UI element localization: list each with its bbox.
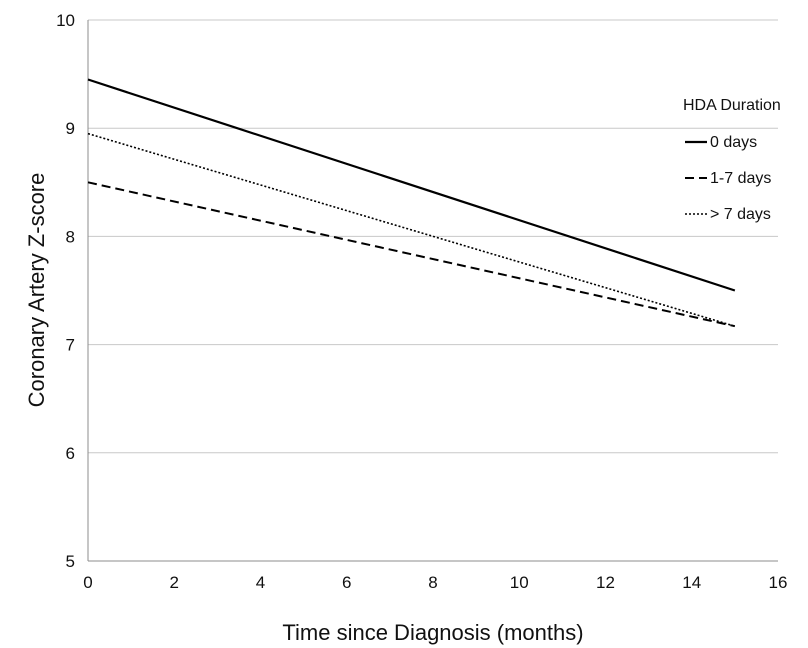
y-tick-label: 7 <box>66 336 75 355</box>
legend-label: 0 days <box>710 134 757 151</box>
gridlines <box>88 19 778 454</box>
x-tick-label: 6 <box>342 573 351 592</box>
y-tick-labels: 5 6 7 8 9 10 <box>56 11 75 571</box>
x-tick-label: 8 <box>428 573 437 592</box>
x-tick-labels: 0 2 4 6 8 10 12 14 16 <box>83 573 787 592</box>
legend: HDA Duration 0 days 1-7 days > 7 days <box>683 97 781 223</box>
y-tick-label: 10 <box>56 11 75 30</box>
series-lines <box>87 78 736 328</box>
series-line-2 <box>87 181 736 328</box>
x-tick-label: 2 <box>170 573 179 592</box>
x-axis-title: Time since Diagnosis (months) <box>282 620 583 645</box>
y-tick-label: 5 <box>66 552 75 571</box>
legend-label: 1-7 days <box>710 170 771 187</box>
x-tick-label: 0 <box>83 573 92 592</box>
legend-label: > 7 days <box>710 206 771 223</box>
x-tick-label: 12 <box>596 573 615 592</box>
y-tick-label: 8 <box>66 227 75 246</box>
y-tick-label: 9 <box>66 119 75 138</box>
y-tick-label: 6 <box>66 444 75 463</box>
axes <box>87 20 778 562</box>
legend-items: 0 days 1-7 days > 7 days <box>685 134 771 223</box>
y-axis-title: Coronary Artery Z-score <box>24 173 49 408</box>
series-line-1 <box>87 78 736 292</box>
x-tick-label: 10 <box>510 573 529 592</box>
x-tick-label: 4 <box>256 573 265 592</box>
x-tick-label: 14 <box>682 573 701 592</box>
x-tick-label: 16 <box>769 573 788 592</box>
legend-title: HDA Duration <box>683 97 781 114</box>
series-line-3 <box>87 132 736 327</box>
